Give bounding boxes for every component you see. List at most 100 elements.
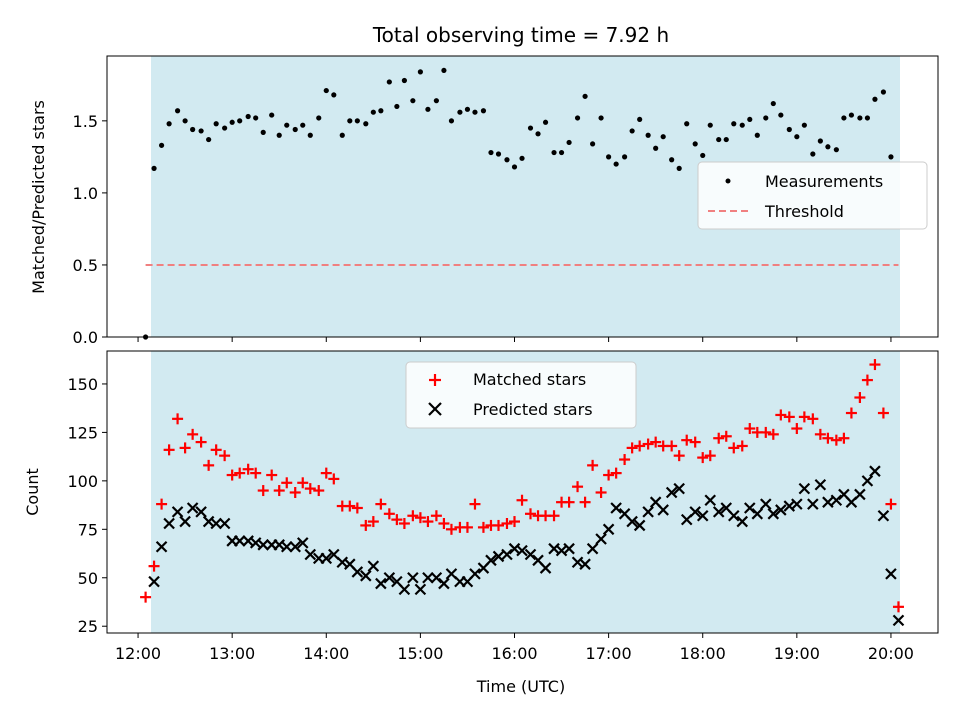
matched-star-point bbox=[477, 521, 489, 533]
matched-star-point bbox=[689, 436, 701, 448]
measurement-point bbox=[645, 132, 651, 138]
bottom-legend-box bbox=[405, 361, 637, 429]
predicted-star-point bbox=[869, 465, 881, 477]
x-tick-label: 19:00 bbox=[774, 644, 820, 663]
measurement-point bbox=[339, 132, 345, 138]
measurement-point bbox=[692, 141, 698, 147]
predicted-star-point bbox=[407, 571, 419, 584]
measurement-point bbox=[622, 154, 628, 160]
matched-star-point bbox=[344, 500, 356, 512]
measurement-point bbox=[864, 115, 871, 121]
predicted-star-point bbox=[155, 540, 168, 553]
matched-star-point bbox=[163, 444, 175, 456]
legend-matched-marker bbox=[429, 374, 441, 386]
predicted-star-point bbox=[414, 583, 427, 596]
matched-star-point bbox=[195, 436, 207, 448]
bottom-y-tick-label: 50 bbox=[78, 569, 98, 588]
measurement-point bbox=[166, 121, 172, 127]
measurement-point bbox=[660, 134, 666, 140]
matched-star-point bbox=[595, 486, 607, 498]
predicted-star-point bbox=[610, 502, 622, 514]
predicted-star-point bbox=[148, 575, 160, 588]
matched-star-point bbox=[783, 411, 795, 423]
top-y-tick-label: 1.0 bbox=[73, 184, 98, 203]
bottom-y-tick-label: 150 bbox=[67, 375, 98, 394]
matched-star-point bbox=[744, 423, 756, 435]
matched-star-point bbox=[219, 450, 231, 462]
predicted-stars-points bbox=[148, 465, 905, 627]
measurement-point bbox=[872, 96, 878, 102]
top-y-ticks: 0.0 0.5 1.0 1.5 bbox=[73, 112, 107, 347]
matched-star-point bbox=[587, 459, 599, 471]
measurement-point bbox=[158, 142, 165, 148]
predicted-star-point bbox=[524, 548, 537, 561]
predicted-star-point bbox=[657, 504, 669, 516]
measurement-point bbox=[386, 79, 392, 85]
bottom-y-tick-label: 125 bbox=[67, 423, 98, 442]
matched-star-point bbox=[320, 467, 332, 479]
measurement-point bbox=[747, 116, 753, 123]
x-tick-label: 14:00 bbox=[303, 644, 349, 663]
matched-star-point bbox=[203, 459, 215, 471]
measurement-point bbox=[833, 147, 839, 153]
predicted-star-point bbox=[712, 506, 725, 518]
predicted-star-point bbox=[830, 494, 843, 507]
top-legend-box bbox=[697, 161, 928, 230]
matched-star-point bbox=[210, 444, 222, 456]
matched-star-point bbox=[877, 407, 889, 419]
measurement-point bbox=[558, 149, 565, 156]
matched-star-point bbox=[430, 510, 442, 522]
predicted-star-point bbox=[854, 488, 866, 501]
measurement-point bbox=[848, 112, 855, 118]
matched-star-point bbox=[681, 434, 693, 446]
measurement-point bbox=[237, 118, 243, 124]
measurement-point bbox=[770, 100, 776, 107]
matched-star-point bbox=[838, 432, 850, 444]
measurement-point bbox=[331, 92, 337, 98]
measurement-point bbox=[354, 118, 360, 124]
measurement-point bbox=[566, 139, 572, 146]
matched-star-point bbox=[610, 467, 622, 479]
measurement-point bbox=[763, 115, 769, 121]
matched-star-point bbox=[234, 467, 246, 479]
measurement-point bbox=[410, 98, 416, 104]
predicted-star-point bbox=[861, 475, 874, 487]
measurement-point bbox=[495, 151, 502, 157]
matched-star-point bbox=[360, 519, 372, 531]
measurement-point bbox=[269, 112, 275, 118]
measurement-point bbox=[480, 108, 487, 114]
bottom-legend: Matched stars Predicted stars bbox=[405, 361, 637, 429]
x-axis-label: Time (UTC) bbox=[476, 677, 565, 696]
legend-measurements-marker bbox=[725, 178, 731, 184]
bottom-y-tick-label: 25 bbox=[78, 617, 98, 636]
measurement-point bbox=[880, 89, 887, 95]
matched-star-point bbox=[572, 481, 584, 493]
predicted-star-point bbox=[171, 506, 184, 518]
measurement-point bbox=[464, 106, 471, 112]
matched-star-point bbox=[273, 485, 285, 497]
measurement-point bbox=[284, 122, 290, 128]
measurement-point bbox=[151, 165, 157, 171]
matched-star-point bbox=[179, 442, 191, 454]
predicted-star-point bbox=[665, 486, 678, 499]
matched-star-point bbox=[375, 498, 387, 510]
bottom-y-tick-label: 75 bbox=[78, 520, 98, 539]
predicted-star-point bbox=[351, 566, 364, 578]
matched-star-point bbox=[398, 517, 410, 529]
measurement-point bbox=[417, 69, 423, 75]
measurement-point bbox=[425, 106, 431, 112]
measurement-point bbox=[433, 98, 439, 104]
measurement-point bbox=[551, 149, 557, 156]
predicted-star-point bbox=[280, 540, 293, 553]
matched-star-point bbox=[854, 392, 866, 404]
measurement-point bbox=[542, 119, 549, 125]
matched-star-point bbox=[250, 467, 262, 479]
measurement-point bbox=[198, 128, 204, 134]
predicted-star-point bbox=[822, 496, 834, 508]
measurement-point bbox=[378, 108, 384, 114]
x-tick-label: 16:00 bbox=[491, 644, 537, 663]
matched-star-point bbox=[516, 494, 528, 506]
measurement-point bbox=[754, 132, 760, 138]
predicted-star-point bbox=[633, 519, 646, 532]
measurement-point bbox=[825, 144, 831, 150]
